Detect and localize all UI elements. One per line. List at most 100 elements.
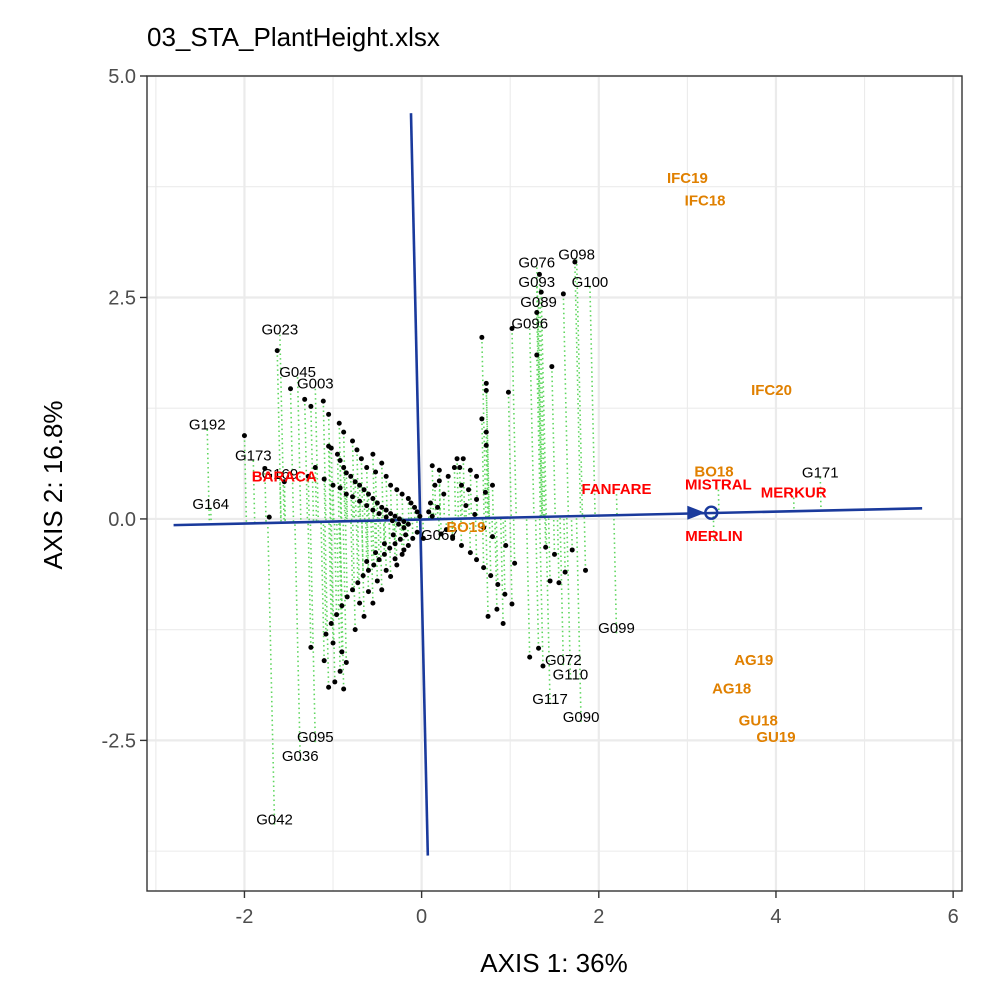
genotype-label: G095 [297,729,334,746]
genotype-point [534,310,540,316]
genotype-point [540,663,546,669]
genotype-label: G110 [553,666,589,683]
genotype-label: G173 [235,447,272,464]
projection-line [544,516,547,548]
projection-line [574,262,582,517]
genotype-point [321,476,327,482]
genotype-point [383,567,389,573]
genotype-point [374,500,380,506]
projection-line [294,522,302,761]
genotype-point [401,519,407,525]
genotype-point [383,507,389,513]
projection-line [434,485,437,520]
genotype-point [373,469,379,475]
projection-line [491,485,495,518]
projection-line [289,388,295,523]
projection-line [453,467,457,519]
genotype-point [451,465,457,471]
genotype-point [495,581,501,587]
genotype-point [502,591,508,597]
projection-line [559,516,565,666]
projection-line [276,350,282,523]
genotype-label: G045 [279,364,316,381]
projection-line [393,520,396,544]
projection-line [495,517,499,585]
genotype-point [403,532,409,538]
environment-label: GU19 [756,729,795,746]
genotype-point [562,569,568,575]
genotype-point [370,600,376,606]
check-label: MISTRAL [685,477,752,494]
projection-line [383,520,386,544]
projection-line [460,485,464,519]
check-label: MERLIN [685,528,743,545]
genotype-point [262,465,268,471]
genotype-point [348,473,354,479]
projection-line [344,521,349,597]
projection-line [481,518,485,568]
genotype-point [399,491,405,497]
genotype-point [288,386,294,392]
projection-line [382,520,386,555]
genotype-point [321,658,327,664]
genotype-point [334,612,340,618]
genotype-point [527,654,533,660]
genotype-point [376,557,382,563]
genotype-point [466,487,472,493]
genotype-point [343,491,349,497]
genotype-label: G003 [297,376,334,393]
projection-line [332,485,335,522]
genotype-point [474,496,480,502]
genotype-point [330,482,336,488]
check-label: MERKUR [761,485,827,502]
projection-line [534,516,540,649]
genotype-point [357,600,363,606]
projection-line [345,472,349,522]
genotype-point [534,352,540,358]
projection-line [458,467,462,519]
genotype-point [381,541,387,547]
genotype-point [337,457,343,463]
projection-line [575,516,582,722]
genotype-point [401,547,407,553]
genotype-point [454,456,460,462]
projection-line [339,487,342,522]
projection-line [512,517,516,564]
genotype-point [426,509,432,515]
genotype-point [536,645,542,651]
genotype-point [458,543,464,549]
genotype-point [387,545,393,551]
genotype-point [394,487,400,493]
projection-line [481,337,487,519]
genotype-point [332,679,338,685]
projection-line [374,520,377,553]
genotype-point [383,473,389,479]
biplot-axes [173,113,923,856]
environment-label: AG18 [712,680,751,697]
genotype-point [370,496,376,502]
projection-line [613,515,618,634]
x-axis-title: AXIS 1: 36% [480,948,627,978]
y-axis-title: AXIS 2: 16.8% [38,400,68,569]
projection-line [589,286,596,516]
genotype-point [357,498,363,504]
genotype-point [364,503,370,509]
projection-line [509,517,513,604]
y-tick-label: 0.0 [108,509,136,531]
genotype-point [328,445,334,451]
genotype-point [467,550,473,556]
projection-line [266,522,276,825]
genotype-point [432,482,438,488]
projection-line [322,401,327,522]
genotype-point [457,465,463,471]
axis-ticks: -2 0 2 4 6 5.0 2.5 0.0 -2.5 [102,66,959,928]
genotype-point [479,416,485,422]
genotype-point [489,534,495,540]
genotype-point [488,573,494,579]
perpendicular-axis [409,113,430,856]
genotype-point [414,509,420,515]
genotype-point [429,463,435,469]
projection-line [335,521,341,672]
genotype-label: G098 [558,246,595,263]
genotype-point [373,550,379,556]
